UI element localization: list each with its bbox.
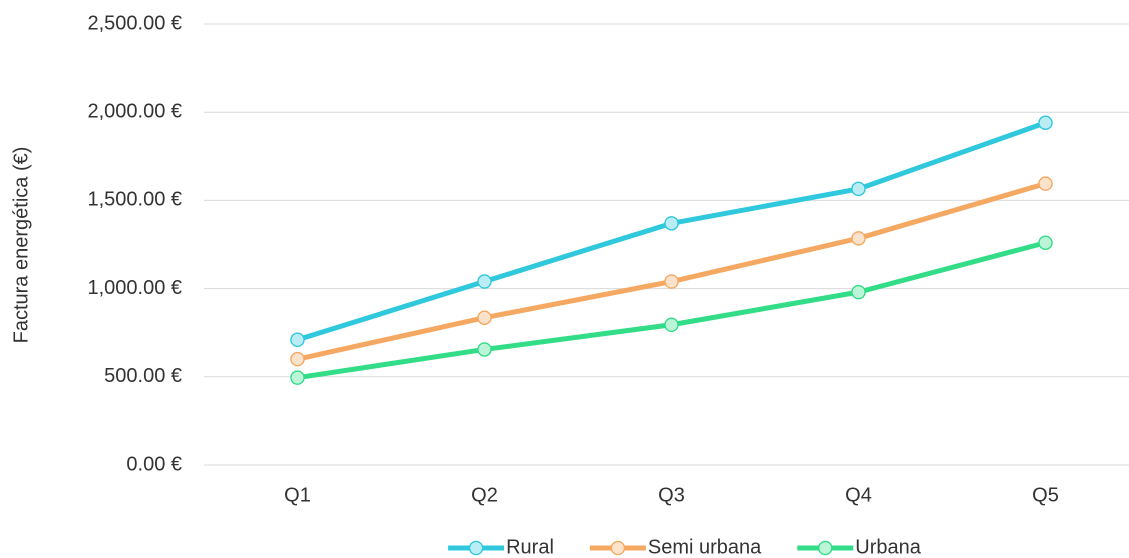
legend: Rural Semi urbana Urbana <box>448 536 922 558</box>
data-point <box>477 342 492 357</box>
legend-item: Semi urbana <box>589 536 762 558</box>
data-point-fill <box>479 312 490 324</box>
data-point-fill <box>479 276 490 288</box>
data-point-fill <box>1040 178 1051 190</box>
legend-marker <box>818 540 833 556</box>
data-point-fill <box>1040 117 1051 129</box>
data-point <box>851 284 866 300</box>
y-axis-label: Factura energética (€) <box>10 147 32 344</box>
data-point-fill <box>479 343 490 355</box>
data-point <box>290 351 305 367</box>
data-point <box>477 274 492 289</box>
data-point-fill <box>666 217 677 229</box>
legend-label: Urbana <box>855 536 921 558</box>
legend-marker <box>468 540 484 556</box>
data-point <box>664 317 679 333</box>
data-point <box>664 216 679 231</box>
x-tick-label: Q4 <box>845 484 872 506</box>
x-tick-label: Q1 <box>284 484 311 506</box>
legend-label: Rural <box>506 536 554 558</box>
series-line <box>296 120 1047 343</box>
data-point <box>477 310 492 325</box>
y-tick-label: 1,500.00 € <box>87 189 182 211</box>
legend-item: Urbana <box>797 536 922 558</box>
data-point <box>290 332 305 348</box>
legend-marker-fill <box>819 542 831 554</box>
y-tick-label: 2,000.00 € <box>87 100 182 122</box>
data-point-fill <box>666 319 677 331</box>
x-tick-label: Q5 <box>1032 484 1059 506</box>
y-tick-label: 500.00 € <box>104 365 182 387</box>
y-tick-label: 0.00 € <box>126 453 182 475</box>
data-point-fill <box>853 232 864 244</box>
data-point-fill <box>292 334 303 346</box>
data-point-fill <box>292 353 303 365</box>
data-point <box>851 231 866 246</box>
data-point <box>1038 235 1053 250</box>
x-tick-label: Q2 <box>471 484 498 506</box>
data-point <box>1038 115 1053 131</box>
data-point <box>851 181 866 197</box>
data-point-fill <box>1040 237 1051 249</box>
y-tick-label: 1,000.00 € <box>87 277 182 299</box>
y-tick-label: 2,500.00 € <box>87 12 182 34</box>
legend-marker-fill <box>612 542 624 554</box>
data-point <box>290 370 305 385</box>
data-point <box>1038 176 1053 191</box>
data-point <box>664 274 679 289</box>
data-point-fill <box>853 286 864 298</box>
legend-marker-fill <box>470 542 482 554</box>
legend-marker <box>610 540 626 556</box>
series-line <box>297 240 1047 381</box>
data-point-fill <box>853 183 864 195</box>
legend-item: Rural <box>448 536 554 558</box>
legend-label: Semi urbana <box>648 536 762 558</box>
data-point-fill <box>292 372 303 384</box>
x-tick-label: Q3 <box>658 484 685 506</box>
data-point-fill <box>666 276 677 288</box>
